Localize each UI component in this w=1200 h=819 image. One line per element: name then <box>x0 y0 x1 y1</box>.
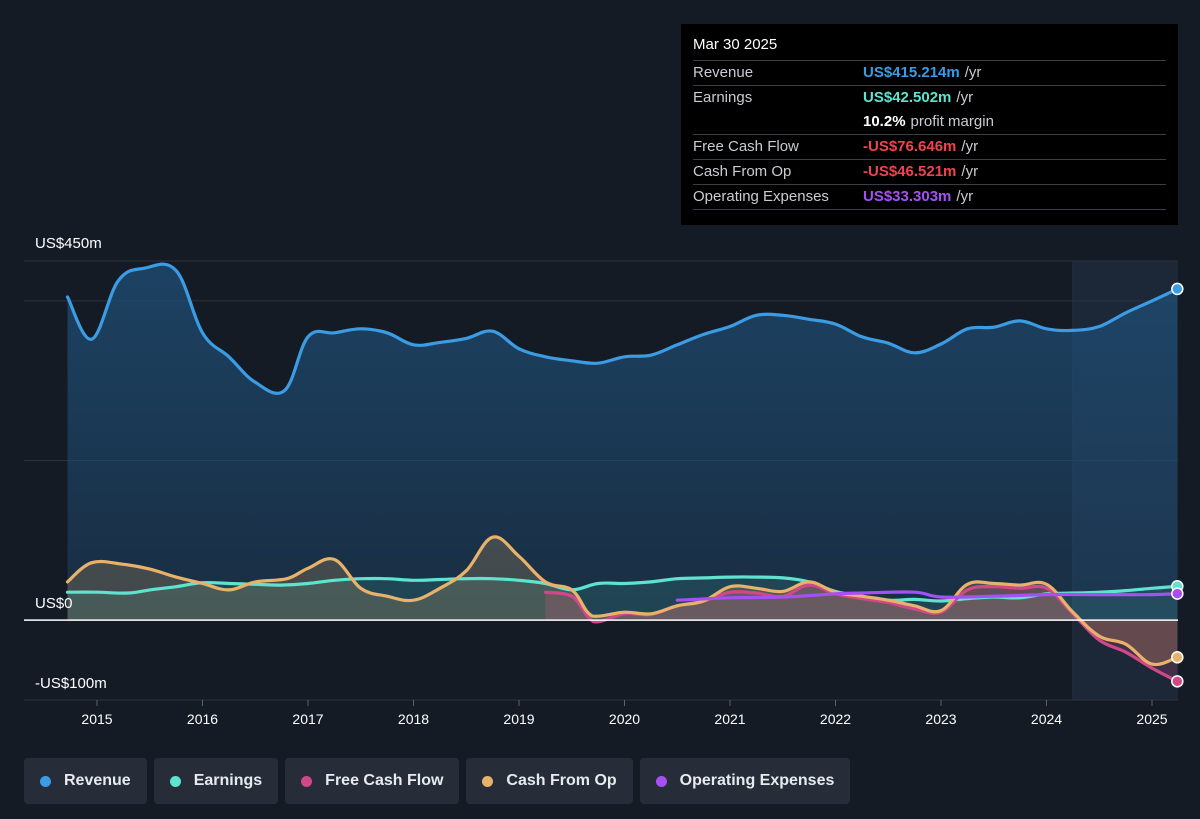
tooltip-row-value: US$42.502m <box>863 89 952 106</box>
x-tick-label: 2017 <box>292 711 323 727</box>
cash-from-op-line <box>65 535 1179 667</box>
x-tick-label: 2016 <box>187 711 218 727</box>
tooltip-row: Operating Expenses US$33.303m/yr <box>693 184 1166 210</box>
tooltip-row-unit: /yr <box>964 64 982 81</box>
tooltip-row-value: -US$46.521m <box>863 163 957 180</box>
tooltip-row-label: Free Cash Flow <box>693 138 799 155</box>
tooltip-panel: Mar 30 2025 Revenue US$415.214m/yr Earning… <box>681 24 1178 225</box>
x-tick-label: 2024 <box>1031 711 1062 727</box>
legend-dot-icon <box>655 775 667 787</box>
legend-dot-icon <box>301 775 313 787</box>
series-endpoints <box>1171 282 1184 688</box>
free-cash-flow-endpoint <box>1171 675 1184 688</box>
tooltip-rows: Revenue US$415.214m/yr Earnings US$42.502m /… <box>693 60 1166 210</box>
tooltip-row-label: Revenue <box>693 64 754 81</box>
x-tick-label: 2015 <box>81 711 112 727</box>
series-lines <box>65 262 1179 683</box>
legend-label: Cash From Op <box>506 772 617 789</box>
tooltip-row-value: 10.2% <box>863 113 906 130</box>
x-tick-label: 2023 <box>925 711 956 727</box>
legend-item-operating-expenses[interactable]: Operating Expenses <box>639 758 851 804</box>
tooltip-row-unit: /yr <box>961 138 979 155</box>
legend-label: Free Cash Flow <box>325 772 444 789</box>
legend-item-earnings[interactable]: Earnings <box>153 758 279 804</box>
tooltip-row-unit: /yr <box>956 89 974 106</box>
legend-dot-icon <box>169 775 181 787</box>
legend-dot-icon <box>482 775 494 787</box>
tooltip-row-unit: profit margin <box>910 113 994 130</box>
tooltip-row-unit: /yr <box>961 163 979 180</box>
operating-expenses-line <box>675 590 1179 602</box>
legend: Revenue Earnings Free Cash Flow Cash From O… <box>24 758 851 804</box>
revenue-line <box>65 262 1179 395</box>
tooltip-row-value: US$33.303m <box>863 188 952 205</box>
legend-dot-icon <box>40 775 51 787</box>
legend-item-free-cash-flow[interactable]: Free Cash Flow <box>285 758 460 804</box>
tooltip-row-unit: /yr <box>956 188 974 205</box>
y-axis-bottom-label: -US$100m <box>35 675 107 692</box>
tooltip-row: 10.2% profit margin <box>693 110 1166 134</box>
tooltip-row: Cash From Op -US$46.521m/yr <box>693 159 1166 184</box>
tooltip-row-label: Cash From Op <box>693 163 792 180</box>
tooltip-date: Mar 30 2025 <box>693 36 778 53</box>
x-tick-label: 2020 <box>609 711 640 727</box>
legend-label: Operating Expenses <box>679 772 835 789</box>
y-axis-zero-label: US$0 <box>35 595 73 612</box>
operating-expenses-endpoint <box>1171 587 1184 600</box>
tooltip-row: Free Cash Flow -US$76.646m/yr <box>693 134 1166 159</box>
free-cash-flow-area <box>545 585 1178 682</box>
legend-label: Earnings <box>193 772 263 789</box>
x-tick-label: 2022 <box>820 711 851 727</box>
legend-item-cash-from-op[interactable]: Cash From Op <box>466 758 633 804</box>
legend-label: Revenue <box>64 772 131 789</box>
cash-from-op-endpoint <box>1171 651 1184 664</box>
revenue-endpoint <box>1171 282 1184 296</box>
x-tick-label: 2019 <box>503 711 534 727</box>
legend-item-revenue[interactable]: Revenue <box>24 758 147 804</box>
x-axis-ticks: 2015 2016 2017 2018 2019 2020 2021 2022 2023 2024… <box>81 700 1168 727</box>
earnings-area <box>67 576 1178 621</box>
tooltip-row-value: -US$76.646m <box>863 138 957 155</box>
x-tick-label: 2018 <box>398 711 429 727</box>
x-tick-label: 2025 <box>1136 711 1167 727</box>
tooltip-row: Revenue US$415.214m/yr <box>693 60 1166 85</box>
tooltip-row-label <box>693 110 863 134</box>
tooltip-row: Earnings US$42.502m/yr <box>693 85 1166 110</box>
tooltip-row-value: US$415.214m <box>863 64 960 81</box>
series-fills <box>67 264 1178 682</box>
x-tick-label: 2021 <box>714 711 745 727</box>
tooltip-row-label: Earnings <box>693 89 753 106</box>
revenue-area <box>67 264 1178 621</box>
tooltip-row-label: Operating Expenses <box>693 188 829 205</box>
y-axis-top-label: US$450m <box>35 235 102 252</box>
